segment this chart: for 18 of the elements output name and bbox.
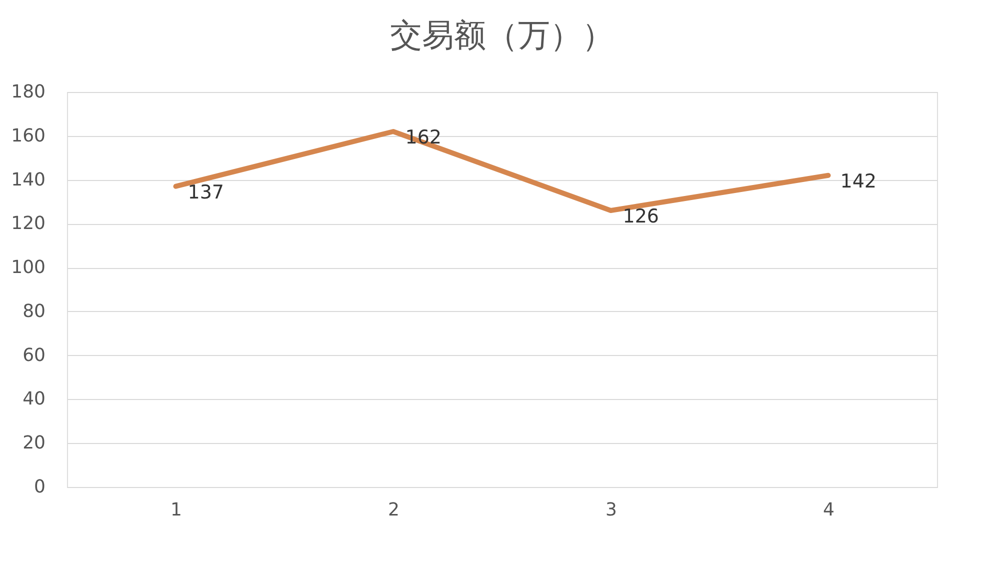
data-label: 137 (188, 181, 224, 204)
y-tick-label: 60 (22, 344, 46, 366)
x-tick-label: 3 (606, 500, 617, 520)
y-tick-label: 0 (34, 476, 46, 498)
y-tick-label: 20 (22, 432, 46, 454)
data-label: 142 (840, 170, 877, 192)
x-tick-label: 1 (170, 500, 182, 520)
x-tick-label: 2 (388, 500, 400, 520)
x-tick-label: 4 (823, 500, 834, 520)
y-tick-label: 100 (11, 257, 46, 278)
y-tick-label: 160 (11, 125, 46, 146)
data-label: 126 (622, 206, 660, 228)
chart-title: 交易额（万）） (390, 16, 614, 54)
y-tick-label: 140 (11, 169, 46, 190)
y-tick-label: 120 (11, 213, 46, 234)
y-tick-label: 40 (22, 388, 46, 410)
y-tick-label: 80 (22, 300, 46, 322)
y-tick-label: 180 (11, 82, 46, 102)
